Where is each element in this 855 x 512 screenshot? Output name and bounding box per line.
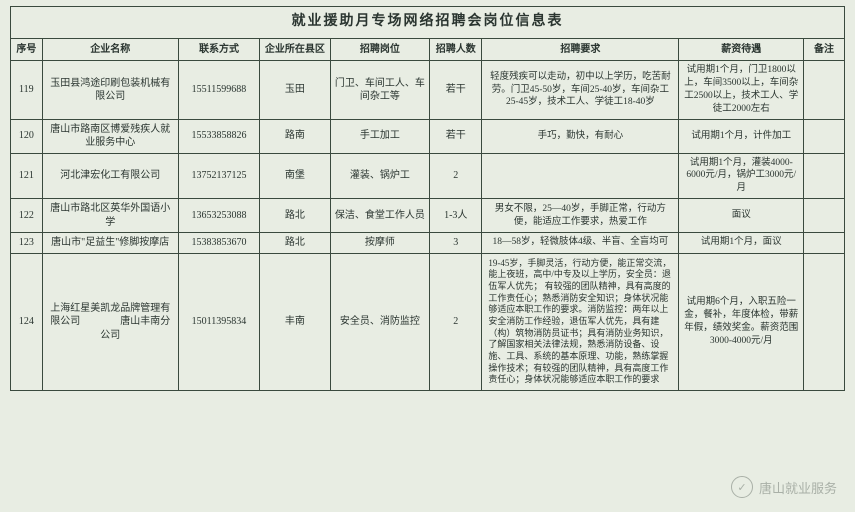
col-company: 企业名称	[42, 38, 178, 61]
cell-num: 2	[430, 153, 482, 198]
table-row: 120 唐山市路南区博爱残疾人就业服务中心 15533858826 路南 手工加…	[11, 119, 845, 153]
cell-phone: 15383853670	[178, 233, 260, 254]
table-row: 123 唐山市"足益生"修脚按摩店 15383853670 路北 按摩师 3 1…	[11, 233, 845, 254]
cell-num: 若干	[430, 61, 482, 119]
cell-company: 唐山市路北区英华外国语小学	[42, 199, 178, 233]
cell-area: 玉田	[260, 61, 330, 119]
cell-seq: 119	[11, 61, 43, 119]
cell-note	[804, 253, 845, 391]
cell-seq: 124	[11, 253, 43, 391]
cell-seq: 123	[11, 233, 43, 254]
cell-area: 路南	[260, 119, 330, 153]
cell-company: 上海红星美凯龙品牌管理有限公司 唐山丰南分公司	[42, 253, 178, 391]
cell-note	[804, 153, 845, 198]
col-req: 招聘要求	[482, 38, 679, 61]
col-salary: 薪资待遇	[679, 38, 804, 61]
cell-salary: 试用期6个月，入职五险一金，餐补，年度体检，带薪年假，绩效奖金。薪资范围3000…	[679, 253, 804, 391]
cell-note	[804, 61, 845, 119]
cell-job: 保洁、食堂工作人员	[330, 199, 430, 233]
cell-job: 灌装、锅炉工	[330, 153, 430, 198]
cell-req: 轻度残疾可以走动，初中以上学历，吃苦耐劳。门卫45-50岁，车间25-40岁，车…	[482, 61, 679, 119]
cell-phone: 13752137125	[178, 153, 260, 198]
cell-company: 唐山市"足益生"修脚按摩店	[42, 233, 178, 254]
cell-req: 19-45岁，手脚灵活，行动方便，能正常交流，能上夜班，高中/中专及以上学历，安…	[482, 253, 679, 391]
cell-num: 2	[430, 253, 482, 391]
cell-seq: 122	[11, 199, 43, 233]
cell-company: 唐山市路南区博爱残疾人就业服务中心	[42, 119, 178, 153]
cell-salary: 试用期1个月，计件加工	[679, 119, 804, 153]
job-table: 就业援助月专场网络招聘会岗位信息表 序号 企业名称 联系方式 企业所在县区 招聘…	[10, 6, 845, 391]
cell-req: 18—58岁，轻微肢体4级、半盲、全盲均可	[482, 233, 679, 254]
cell-note	[804, 233, 845, 254]
cell-area: 南堡	[260, 153, 330, 198]
check-icon: ✓	[737, 481, 746, 494]
watermark-icon: ✓	[731, 476, 753, 498]
watermark: ✓ 唐山就业服务	[731, 476, 837, 498]
col-job: 招聘岗位	[330, 38, 430, 61]
cell-note	[804, 199, 845, 233]
cell-num: 3	[430, 233, 482, 254]
cell-salary: 面议	[679, 199, 804, 233]
cell-seq: 121	[11, 153, 43, 198]
cell-company: 河北津宏化工有限公司	[42, 153, 178, 198]
col-num: 招聘人数	[430, 38, 482, 61]
cell-phone: 15011395834	[178, 253, 260, 391]
cell-phone: 15511599688	[178, 61, 260, 119]
table-row: 119 玉田县鸿途印刷包装机械有限公司 15511599688 玉田 门卫、车间…	[11, 61, 845, 119]
cell-area: 丰南	[260, 253, 330, 391]
col-area: 企业所在县区	[260, 38, 330, 61]
cell-area: 路北	[260, 233, 330, 254]
table-row: 124 上海红星美凯龙品牌管理有限公司 唐山丰南分公司 15011395834 …	[11, 253, 845, 391]
col-note: 备注	[804, 38, 845, 61]
col-seq: 序号	[11, 38, 43, 61]
table-row: 121 河北津宏化工有限公司 13752137125 南堡 灌装、锅炉工 2 试…	[11, 153, 845, 198]
cell-num: 若干	[430, 119, 482, 153]
title-row: 就业援助月专场网络招聘会岗位信息表	[11, 7, 845, 39]
table-title: 就业援助月专场网络招聘会岗位信息表	[11, 7, 845, 39]
cell-seq: 120	[11, 119, 43, 153]
cell-job: 门卫、车间工人、车间杂工等	[330, 61, 430, 119]
cell-note	[804, 119, 845, 153]
cell-job: 手工加工	[330, 119, 430, 153]
cell-company: 玉田县鸿途印刷包装机械有限公司	[42, 61, 178, 119]
cell-job: 安全员、消防监控	[330, 253, 430, 391]
table-row: 122 唐山市路北区英华外国语小学 13653253088 路北 保洁、食堂工作…	[11, 199, 845, 233]
header-row: 序号 企业名称 联系方式 企业所在县区 招聘岗位 招聘人数 招聘要求 薪资待遇 …	[11, 38, 845, 61]
page-root: 就业援助月专场网络招聘会岗位信息表 序号 企业名称 联系方式 企业所在县区 招聘…	[0, 0, 855, 512]
cell-req	[482, 153, 679, 198]
col-phone: 联系方式	[178, 38, 260, 61]
cell-phone: 13653253088	[178, 199, 260, 233]
cell-salary: 试用期1个月，灌装4000-6000元/月，锅炉工3000元/月	[679, 153, 804, 198]
cell-num: 1-3人	[430, 199, 482, 233]
cell-req: 手巧，勤快，有耐心	[482, 119, 679, 153]
cell-phone: 15533858826	[178, 119, 260, 153]
cell-job: 按摩师	[330, 233, 430, 254]
cell-salary: 试用期1个月，门卫1800以上，车间3500以上，车间杂工2500以上，技术工人…	[679, 61, 804, 119]
cell-salary: 试用期1个月，面议	[679, 233, 804, 254]
cell-area: 路北	[260, 199, 330, 233]
cell-req: 男女不限，25—40岁，手脚正常，行动方便，能适应工作要求，热爱工作	[482, 199, 679, 233]
watermark-text: 唐山就业服务	[759, 478, 837, 497]
